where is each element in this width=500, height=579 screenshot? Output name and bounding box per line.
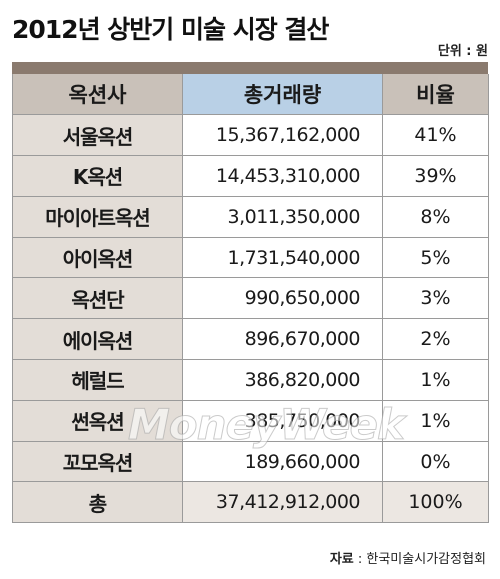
row-ratio: 0% <box>382 440 489 483</box>
total-name: 총 <box>12 481 183 524</box>
total-amount: 37,412,912,000 <box>182 481 383 524</box>
row-amount: 14,453,310,000 <box>182 155 383 197</box>
table-row: 에이옥션 896,670,000 2% <box>12 318 489 361</box>
row-ratio: 41% <box>382 114 489 157</box>
row-amount: 189,660,000 <box>182 440 383 483</box>
table-row: 꼬모옥션 189,660,000 0% <box>12 440 489 483</box>
row-amount: 386,820,000 <box>182 359 383 401</box>
source-label: 자료 <box>329 552 354 567</box>
table-row: 서울옥션 15,367,162,000 41% <box>12 114 489 157</box>
row-name: 마이아트옥션 <box>12 195 183 238</box>
row-ratio: 1% <box>382 399 489 442</box>
source-text: 한국미술시가감정협회 <box>366 552 486 567</box>
row-ratio: 39% <box>382 155 489 197</box>
total-row: 총 37,412,912,000 100% <box>12 481 489 524</box>
row-ratio: 5% <box>382 236 489 279</box>
header-volume: 총거래량 <box>182 74 383 116</box>
row-ratio: 3% <box>382 277 489 320</box>
table-row: 옥션단 990,650,000 3% <box>12 277 489 320</box>
header-ratio: 비율 <box>382 74 489 116</box>
table-row: 아이옥션 1,731,540,000 5% <box>12 236 489 279</box>
source-separator: : <box>353 552 367 567</box>
row-name: 꼬모옥션 <box>12 440 183 483</box>
page-title: 2012년 상반기 미술 시장 결산 <box>12 15 329 44</box>
row-ratio: 8% <box>382 195 489 238</box>
unit-label: 단위 : 원 <box>437 44 488 59</box>
row-amount: 3,011,350,000 <box>182 195 383 238</box>
row-name: 에이옥션 <box>12 318 183 361</box>
row-name: 아이옥션 <box>12 236 183 279</box>
row-amount: 896,670,000 <box>182 318 383 361</box>
row-name: 서울옥션 <box>12 114 183 157</box>
total-ratio: 100% <box>382 481 489 524</box>
table-header-row: 옥션사 총거래량 비율 <box>12 74 489 116</box>
row-amount: 1,731,540,000 <box>182 236 383 279</box>
source-note: 자료 : 한국미술시가감정협회 <box>330 548 486 567</box>
row-name: 옥션단 <box>12 277 183 320</box>
header-bar <box>12 62 488 74</box>
row-amount: 15,367,162,000 <box>182 114 383 157</box>
table-row: 헤럴드 386,820,000 1% <box>12 359 489 401</box>
table-row: K옥션 14,453,310,000 39% <box>12 155 489 197</box>
header-auction-house: 옥션사 <box>12 74 183 116</box>
row-ratio: 2% <box>382 318 489 361</box>
row-name: K옥션 <box>12 155 183 197</box>
table-row: 마이아트옥션 3,011,350,000 8% <box>12 195 489 238</box>
row-name: 썬옥션 <box>12 399 183 442</box>
table-row: 썬옥션 385,750,000 1% <box>12 399 489 442</box>
row-amount: 385,750,000 <box>182 399 383 442</box>
auction-table: 옥션사 총거래량 비율 서울옥션 15,367,162,000 41% K옥션 … <box>12 74 489 524</box>
row-amount: 990,650,000 <box>182 277 383 320</box>
row-ratio: 1% <box>382 359 489 401</box>
row-name: 헤럴드 <box>12 359 183 401</box>
